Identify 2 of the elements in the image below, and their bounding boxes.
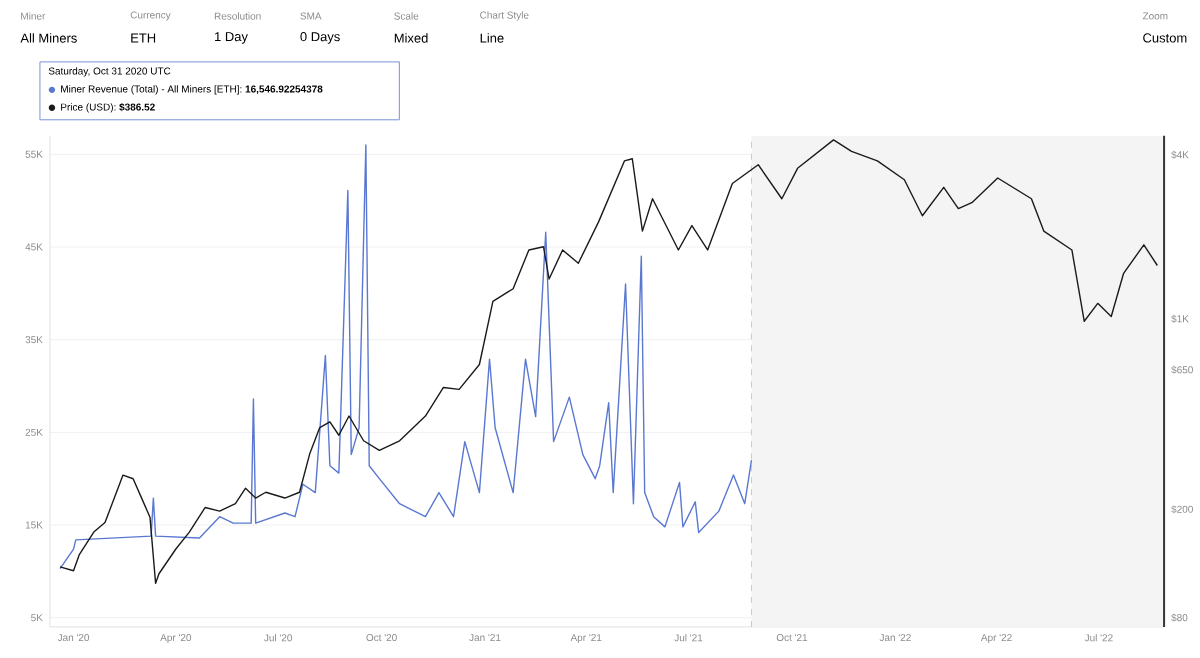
line-series	[59, 143, 753, 569]
line-series	[59, 138, 1159, 584]
